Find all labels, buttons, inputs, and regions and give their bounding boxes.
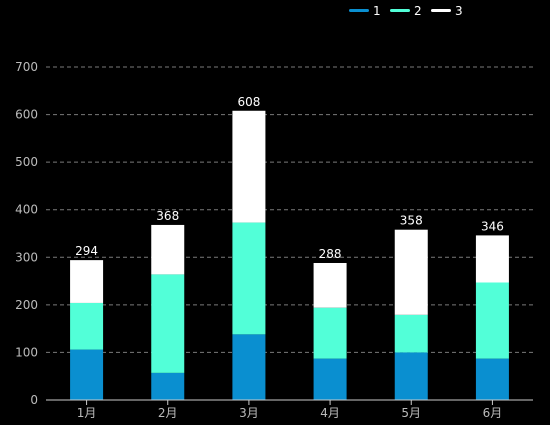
total-data-label: 346 xyxy=(481,219,504,233)
totals-layer: 294 368 608 288 358 346 xyxy=(75,95,504,261)
y-tick-label: 200 xyxy=(15,298,38,312)
bar-series-1-1 xyxy=(70,349,104,400)
legend: 1 2 3 xyxy=(349,4,463,18)
y-tick-label: 600 xyxy=(15,108,38,122)
x-tick-label: 2月 xyxy=(158,406,178,420)
legend-swatch-1 xyxy=(349,9,369,12)
axis-layer: 0 100 200 300 400 500 600 700 1月 2月 3月 4月 5月 6月 xyxy=(15,60,533,420)
y-tick-label: 100 xyxy=(15,345,38,359)
bar-series-3-1 xyxy=(70,260,104,303)
legend-label-3: 3 xyxy=(455,4,463,18)
bar-series-1-4 xyxy=(313,358,347,400)
x-tick-label: 5月 xyxy=(401,406,421,420)
y-tick-label: 0 xyxy=(30,393,38,407)
total-data-label: 608 xyxy=(237,95,260,109)
y-tick-label: 300 xyxy=(15,250,38,264)
y-tick-label: 500 xyxy=(15,155,38,169)
bar-series-1-5 xyxy=(394,352,428,400)
legend-label-2: 2 xyxy=(414,4,422,18)
bar-series-3-4 xyxy=(313,262,347,308)
bar-series-2-5 xyxy=(394,314,428,353)
x-tick-label: 1月 xyxy=(77,406,97,420)
bar-series-1-6 xyxy=(475,358,509,400)
x-tick-label: 4月 xyxy=(320,406,340,420)
legend-label-1: 1 xyxy=(373,4,381,18)
total-data-label: 358 xyxy=(400,214,423,228)
bar-series-2-6 xyxy=(475,282,509,359)
y-tick-label: 400 xyxy=(15,203,38,217)
legend-swatch-2 xyxy=(390,9,410,12)
bar-series-3-2 xyxy=(151,224,185,275)
legend-swatch-3 xyxy=(431,9,451,12)
bar-series-2-1 xyxy=(70,302,104,350)
bar-series-3-6 xyxy=(475,235,509,283)
bar-series-3-3 xyxy=(232,110,266,223)
bars-layer xyxy=(70,110,509,400)
x-tick-label: 3月 xyxy=(239,406,259,420)
total-data-label: 288 xyxy=(319,247,342,261)
grid-layer xyxy=(46,66,533,353)
total-data-label: 294 xyxy=(75,244,98,258)
bar-series-2-4 xyxy=(313,307,347,359)
y-tick-label: 700 xyxy=(15,60,38,74)
bar-series-3-5 xyxy=(394,229,428,315)
bar-series-1-3 xyxy=(232,334,266,400)
bar-series-2-3 xyxy=(232,222,266,335)
bar-series-1-2 xyxy=(151,372,185,400)
bar-series-2-2 xyxy=(151,274,185,373)
total-data-label: 368 xyxy=(156,209,179,223)
x-tick-label: 6月 xyxy=(483,406,503,420)
